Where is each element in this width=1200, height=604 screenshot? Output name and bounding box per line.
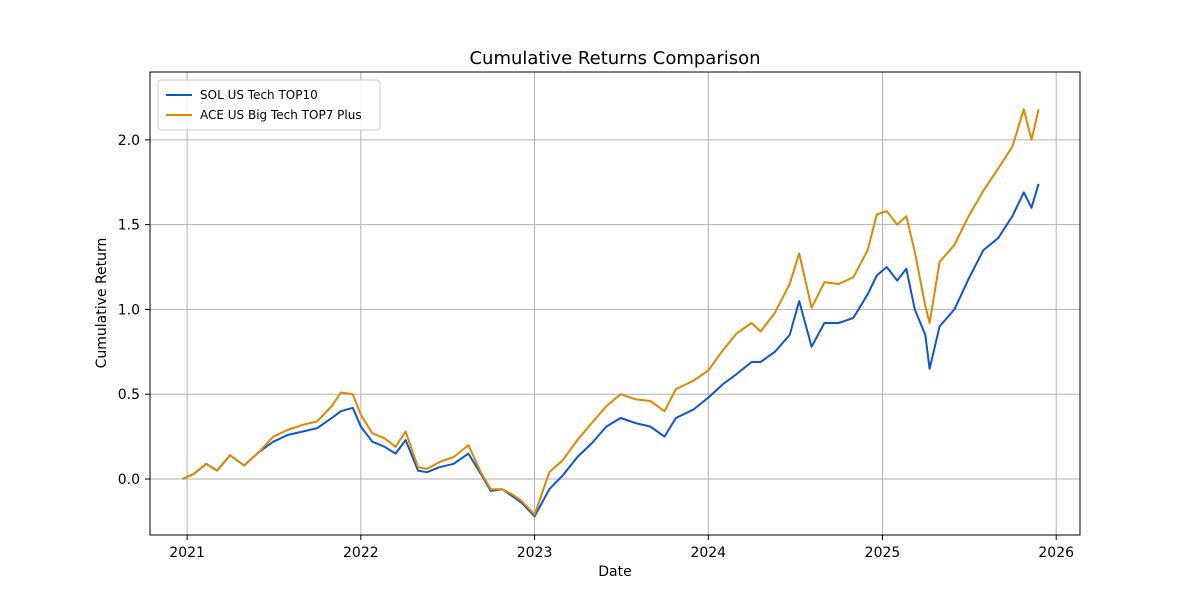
x-tick-label: 2026 — [1038, 545, 1074, 561]
legend-box — [157, 79, 381, 131]
series-layer — [181, 108, 1040, 518]
x-tick-label: 2025 — [865, 545, 901, 561]
series-line-1 — [181, 183, 1040, 518]
legend-label: SOL US Tech TOP10 — [200, 88, 318, 102]
y-tick-label: 0.0 — [118, 472, 140, 488]
y-tick-label: 0.5 — [118, 387, 140, 403]
x-tick-label: 2023 — [517, 545, 553, 561]
y-tick-label: 1.0 — [118, 302, 140, 318]
x-tick-label: 2024 — [690, 545, 726, 561]
legend: SOL US Tech TOP10 ACE US Big Tech TOP7 Pl… — [157, 79, 381, 131]
x-axis-label: Date — [598, 564, 631, 580]
legend-label: ACE US Big Tech TOP7 Plus — [200, 108, 362, 122]
chart-title: Cumulative Returns Comparison — [469, 48, 760, 69]
y-axis-label: Cumulative Return — [94, 238, 110, 369]
x-tick-label: 2022 — [343, 545, 379, 561]
x-tick-label: 2021 — [169, 545, 205, 561]
series-line-2 — [181, 108, 1040, 516]
grid-lines — [150, 72, 1080, 535]
y-tick-label: 1.5 — [118, 218, 140, 234]
y-tick-label: 2.0 — [118, 133, 140, 149]
plot-frame — [149, 71, 1081, 536]
axis-ticks: 2021 2022 2023 2024 2025 2026 0.0 0.5 1.0 1.5 2.0 — [118, 133, 1074, 561]
